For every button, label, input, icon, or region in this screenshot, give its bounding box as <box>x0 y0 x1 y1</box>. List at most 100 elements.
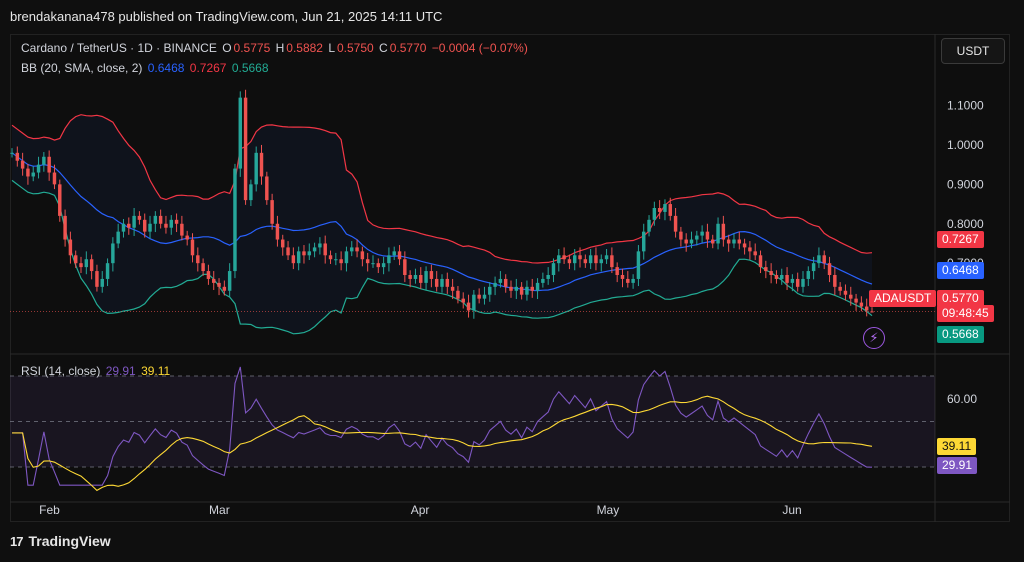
candle-body <box>58 184 62 216</box>
footer-brand-name: TradingView <box>28 533 111 549</box>
high-label: H <box>275 41 285 55</box>
candle-body <box>36 164 41 173</box>
candle-body <box>10 152 14 154</box>
candle-body <box>588 255 593 264</box>
candle-body <box>679 231 683 240</box>
candle-body <box>222 286 227 291</box>
candle-body <box>328 255 333 260</box>
ticker-tag: ADAUSDT <box>869 290 937 307</box>
candle-body <box>339 259 343 264</box>
footer-brand: 17 TradingView <box>10 533 111 549</box>
candle-body <box>142 219 147 232</box>
candle-body <box>196 255 200 264</box>
candle-body <box>546 275 550 279</box>
candle-body <box>185 235 189 240</box>
candle-body <box>254 152 258 185</box>
bb-basis-value: 0.6468 <box>147 61 185 75</box>
time-tick-label: Jun <box>782 503 801 517</box>
candle-body <box>519 286 524 295</box>
candle-body <box>642 231 646 252</box>
time-tick-label: May <box>597 503 620 517</box>
candle-body <box>594 255 598 264</box>
candle-body <box>806 271 811 279</box>
candle-body <box>578 255 582 260</box>
time-tick-label: Feb <box>39 503 60 517</box>
candle-body <box>785 275 789 283</box>
candle-body <box>509 286 513 291</box>
candle-body <box>397 251 402 260</box>
candle-body <box>551 263 556 275</box>
close-label: C <box>379 41 388 55</box>
candle-body <box>201 263 205 272</box>
candle-body <box>721 223 726 240</box>
candle-body <box>429 271 434 279</box>
candle-body <box>286 247 290 256</box>
candle-body <box>615 267 619 275</box>
candle-body <box>626 278 630 283</box>
candle-body <box>180 223 184 236</box>
candle-body <box>472 294 476 311</box>
candle-body <box>259 152 264 177</box>
rsi-legend[interactable]: RSI (14, close) 29.91 39.11 <box>21 364 172 378</box>
currency-unit-button[interactable]: USDT <box>941 38 1005 64</box>
candle-body <box>737 239 742 244</box>
candle-body <box>275 223 280 240</box>
candle-body <box>334 259 338 261</box>
candle-body <box>355 247 359 252</box>
candle-body <box>68 239 73 256</box>
candle-body <box>434 278 439 287</box>
candle-body <box>26 168 30 177</box>
candle-body <box>849 294 853 299</box>
candle-body <box>127 223 131 228</box>
candle-body <box>647 219 651 232</box>
candle-body <box>73 255 78 264</box>
candle-body <box>233 168 237 272</box>
price-tick-label: 1.0000 <box>947 138 984 152</box>
high-value: 0.5882 <box>286 41 323 55</box>
candle-body <box>132 215 136 228</box>
lightning-icon[interactable]: ⚡ <box>863 327 885 349</box>
candle-body <box>148 223 152 232</box>
candle-body <box>726 239 731 244</box>
candle-body <box>265 176 269 201</box>
candle-body <box>212 278 216 283</box>
candle-body <box>795 278 800 287</box>
candle-body <box>137 215 142 220</box>
chart-canvas[interactable]: 1.10001.00000.90000.80000.70000.6000FebM… <box>10 34 1010 522</box>
candle-body <box>557 255 561 264</box>
candle-body <box>811 263 816 272</box>
candle-body <box>864 306 869 311</box>
candle-body <box>419 275 423 283</box>
candle-body <box>652 208 657 220</box>
candle-body <box>514 286 519 291</box>
bb-lower-tag: 0.5668 <box>937 326 984 343</box>
candle-body <box>604 255 609 260</box>
symbol-legend: Cardano / TetherUS · 1D · BINANCE O 0.577… <box>21 41 530 55</box>
change-value: −0.0004 (−0.07%) <box>431 41 528 55</box>
candle-body <box>620 275 625 279</box>
candle-body <box>84 259 89 268</box>
bb-upper-tag: 0.7267 <box>937 231 984 248</box>
publish-header: brendakanana478 published on TradingView… <box>0 0 1024 34</box>
candle-body <box>663 204 667 212</box>
candle-body <box>403 259 407 275</box>
symbol-title: Cardano / TetherUS · 1D · BINANCE <box>21 41 217 55</box>
candle-body <box>488 286 492 295</box>
candle-body <box>31 172 35 177</box>
candle-body <box>631 278 635 283</box>
candle-body <box>440 278 444 287</box>
candle-body <box>790 278 795 283</box>
candle-body <box>105 263 110 279</box>
open-value: 0.5775 <box>233 41 271 55</box>
rsi-tick-label: 60.00 <box>947 392 977 406</box>
tradingview-logo-icon: 17 <box>10 533 24 549</box>
candle-body <box>583 259 588 264</box>
candle-body <box>121 223 126 232</box>
bb-legend[interactable]: BB (20, SMA, close, 2) 0.6468 0.7267 0.5… <box>21 61 271 75</box>
candle-body <box>503 278 508 287</box>
candle-body <box>158 215 163 224</box>
candle-body <box>89 259 94 272</box>
candle-body <box>541 278 545 283</box>
rsi-ma-line <box>12 395 873 492</box>
candle-body <box>838 286 842 291</box>
